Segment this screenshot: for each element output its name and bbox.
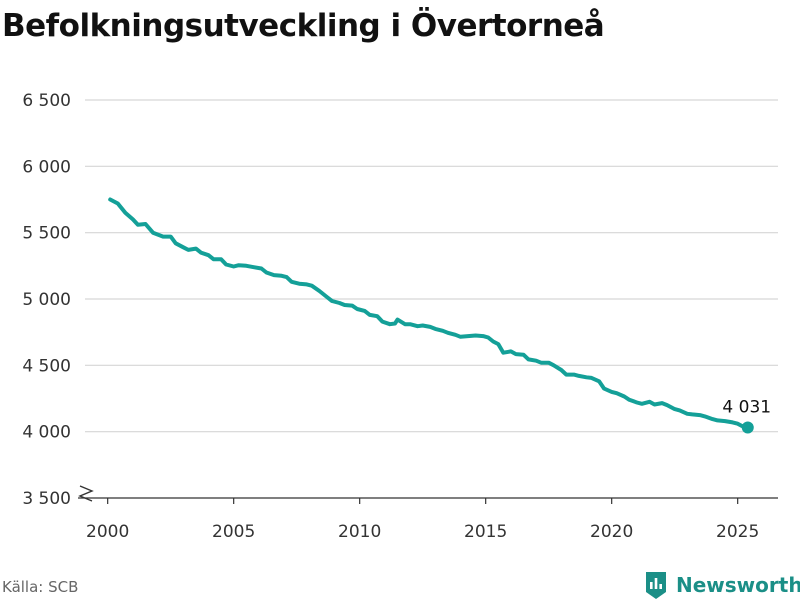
y-tick-label: 5 500 — [22, 224, 71, 244]
end-value-label: 4 031 — [722, 398, 771, 418]
x-tick-label: 2020 — [590, 522, 633, 542]
x-axis-ticks — [107, 498, 739, 504]
axis-break-icon — [78, 485, 94, 502]
x-tick-label: 2005 — [212, 522, 255, 542]
y-axis-labels: 3 500 4 000 4 500 5 000 5 500 6 000 6 500 — [22, 91, 71, 509]
y-tick-label: 3 500 — [22, 489, 71, 509]
y-tick-label: 6 500 — [22, 91, 71, 111]
bar-chart-logo-icon — [646, 572, 666, 599]
x-tick-label: 2000 — [86, 522, 129, 542]
chart-title: Befolkningsutveckling i Övertorneå — [2, 8, 605, 44]
series-line — [108, 197, 750, 430]
x-axis-labels: 2000 2005 2010 2015 2020 2025 — [86, 522, 759, 542]
y-tick-label: 4 000 — [22, 423, 71, 443]
line-chart: 3 500 4 000 4 500 5 000 5 500 6 000 6 500 2000… — [22, 91, 778, 542]
end-point-marker — [741, 421, 754, 434]
source-label: Källa: SCB — [2, 578, 79, 596]
brand-name: Newsworthy — [676, 573, 800, 597]
x-tick-label: 2010 — [338, 522, 381, 542]
y-tick-label: 4 500 — [22, 356, 71, 376]
y-tick-label: 6 000 — [22, 157, 71, 177]
x-tick-label: 2015 — [464, 522, 507, 542]
x-tick-label: 2025 — [716, 522, 759, 542]
gridlines — [85, 99, 778, 433]
y-tick-label: 5 000 — [22, 290, 71, 310]
brand-logo: Newsworthy — [644, 570, 800, 600]
